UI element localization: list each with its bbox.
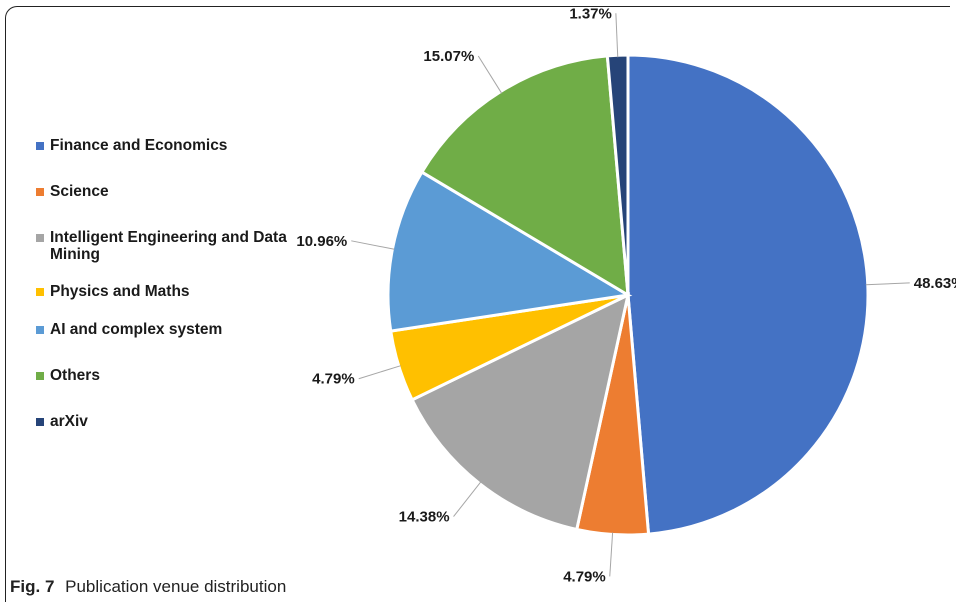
legend-label-1: Finance and Economics	[50, 137, 228, 154]
legend-swatch-6	[36, 372, 44, 380]
legend-item-4: Physics and Maths	[36, 283, 315, 300]
figure-frame	[5, 6, 950, 602]
data-label-4: 4.79%	[312, 371, 355, 388]
figure-number: Fig. 7	[10, 577, 55, 596]
data-label-1: 48.63%	[914, 275, 956, 292]
leader-line-1	[865, 282, 910, 286]
legend-item-6: Others	[36, 367, 315, 384]
legend-item-3: Intelligent Engineering and Data Mining	[36, 229, 315, 263]
data-label-5: 10.96%	[296, 233, 347, 250]
legend-item-2: Science	[36, 183, 315, 200]
figure-caption: Fig. 7 Publication venue distribution	[10, 577, 286, 597]
leader-line-6	[477, 55, 503, 94]
legend-label-5: AI and complex system	[50, 321, 223, 338]
data-label-7: 1.37%	[569, 5, 612, 22]
leader-line-3	[453, 481, 482, 517]
legend-item-1: Finance and Economics	[36, 137, 315, 154]
legend-label-6: Others	[50, 367, 100, 384]
leader-line-4	[358, 365, 401, 380]
legend-item-5: AI and complex system	[36, 321, 315, 338]
legend-label-3: Intelligent Engineering and Data Mining	[50, 229, 287, 263]
legend-swatch-1	[36, 142, 44, 150]
data-label-6: 15.07%	[423, 48, 474, 65]
legend-label-2: Science	[50, 183, 109, 200]
caption-text: Publication venue distribution	[65, 577, 287, 596]
leader-line-5	[351, 240, 395, 250]
pie-slice-1	[626, 53, 870, 536]
data-label-3: 14.38%	[399, 509, 450, 526]
legend-swatch-7	[36, 418, 44, 426]
legend-item-7: arXiv	[36, 413, 315, 430]
legend-label-4: Physics and Maths	[50, 283, 190, 300]
data-label-2: 4.79%	[563, 568, 606, 585]
legend-swatch-3	[36, 234, 44, 242]
legend-swatch-4	[36, 288, 44, 296]
legend-label-7: arXiv	[50, 413, 88, 430]
legend-swatch-2	[36, 188, 44, 196]
legend-swatch-5	[36, 326, 44, 334]
leader-line-2	[609, 532, 614, 577]
leader-line-7	[615, 13, 619, 58]
